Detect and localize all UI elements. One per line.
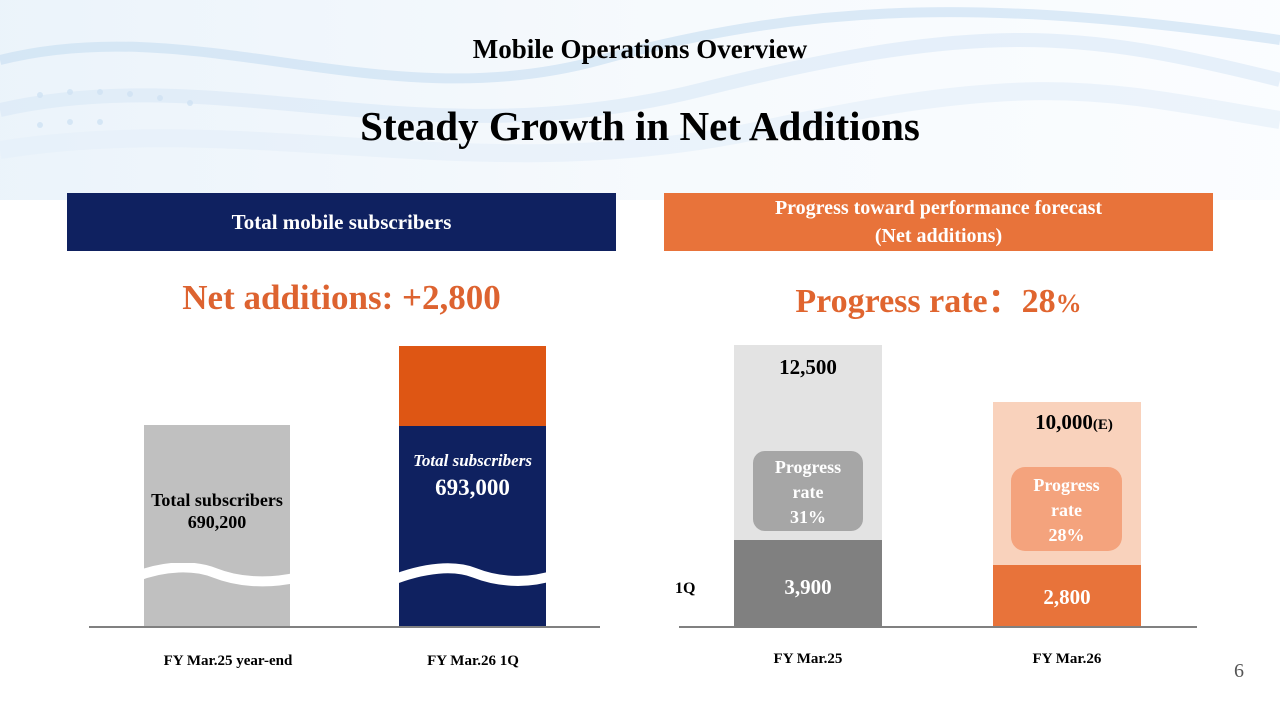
progress-rate-text: Progress rate: [795, 283, 988, 320]
bar-fy25-year-end: [144, 425, 290, 627]
forecast-estimate-marker: (E): [1092, 417, 1113, 433]
axis-break-wave: [135, 563, 555, 587]
actual-bar-fy25: [734, 540, 882, 627]
actual-value-fy25: 3,900: [784, 575, 832, 599]
quarter-label: 1Q: [675, 580, 696, 597]
bar-fy26-1q-total: [399, 426, 546, 627]
bar-value-fy26: 693,000: [435, 475, 510, 500]
forecast-value-fy26: 10,000(E): [1000, 410, 1148, 435]
bar-label-fy26-title: Total subscribers: [413, 451, 532, 470]
progress-rate-value: 28: [1021, 283, 1056, 320]
right-panel-header-line2: (Net additions): [874, 225, 1003, 247]
right-panel-header: Progress toward performance forecast (Ne…: [664, 193, 1213, 251]
background-wave-decoration: [0, 0, 1280, 200]
left-chart-baseline: [89, 626, 600, 628]
badge-line1: Progress: [774, 457, 842, 477]
actual-value-fy26: 2,800: [1043, 585, 1091, 609]
x-axis-label: FY Mar.26 1Q: [427, 653, 519, 669]
bar-value-fy25: 690,200: [187, 512, 247, 532]
badge-line2: rate: [1051, 500, 1082, 520]
x-axis-label: FY Mar.25 year-end: [163, 653, 293, 669]
right-chart-baseline: [679, 626, 1197, 628]
actual-bar-fy26: [993, 565, 1141, 627]
progress-rate-label: Progress rate：28%: [664, 273, 1213, 322]
forecast-value-fy25: 12,500: [779, 355, 837, 379]
badge-line3: 28%: [1048, 525, 1085, 545]
progress-badge-fy25: Progress rate 31%: [753, 451, 863, 531]
section-title: Mobile Operations Overview: [472, 34, 808, 64]
bar-fy26-1q-net-additions: [399, 346, 546, 426]
progress-rate-percent: %: [1055, 289, 1082, 318]
right-panel-header-line1: Progress toward performance forecast: [774, 197, 1103, 219]
progress-rate-separator: ：: [987, 283, 1022, 320]
x-axis-label: FY Mar.26: [1032, 651, 1102, 667]
page-number: 6: [1234, 660, 1244, 682]
badge-line2: rate: [792, 482, 824, 502]
left-panel-header: Total mobile subscribers: [67, 193, 616, 251]
bar-label-fy25-title: Total subscribers: [151, 490, 283, 510]
net-additions-label: Net additions: +2,800: [182, 278, 501, 317]
x-axis-label: FY Mar.25: [773, 651, 843, 667]
page-title: Steady Growth in Net Additions: [360, 103, 920, 149]
left-panel-header-text: Total mobile subscribers: [231, 209, 452, 234]
badge-line3: 31%: [790, 507, 826, 527]
forecast-value-fy26-number: 10,000: [1035, 410, 1093, 434]
badge-line1: Progress: [1033, 475, 1100, 495]
bar-label-fy26: Total subscribers 693,000: [399, 450, 546, 504]
progress-badge-fy26: Progress rate 28%: [1011, 467, 1122, 551]
bar-label-fy25: Total subscribers 690,200: [144, 489, 290, 533]
